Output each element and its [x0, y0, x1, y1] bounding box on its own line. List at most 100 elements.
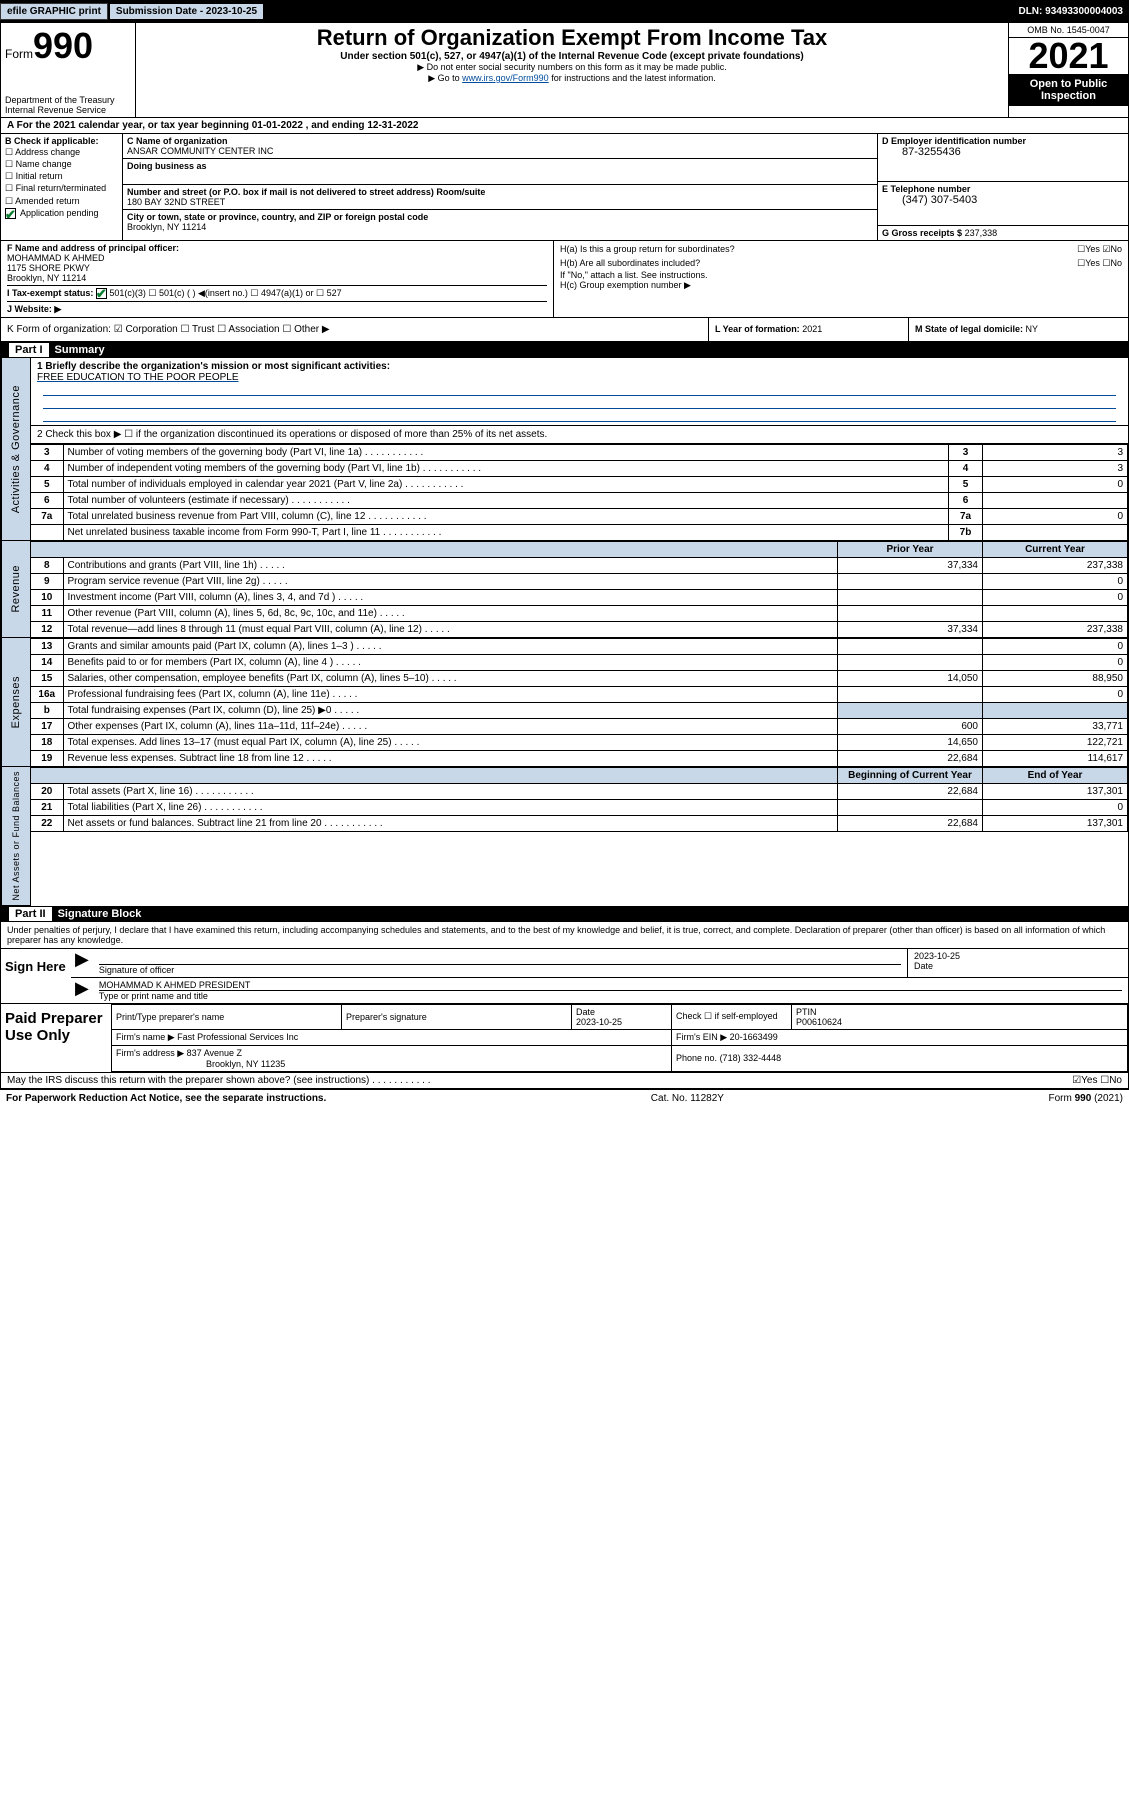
addr-lbl: Number and street (or P.O. box if mail i… — [127, 187, 485, 197]
firm-phone-lbl: Phone no. — [676, 1053, 717, 1063]
goto-suffix: for instructions and the latest informat… — [549, 73, 716, 83]
tax-status-opts: 501(c)(3) ☐ 501(c) ( ) ◀(insert no.) ☐ 4… — [109, 288, 341, 298]
form-990: Form990 Department of the Treasury Inter… — [0, 22, 1129, 1090]
chk-application-pending[interactable]: Application pending — [5, 207, 118, 219]
ptin-lbl: PTIN — [796, 1007, 817, 1017]
hc-lbl: H(c) Group exemption number ▶ — [560, 280, 1122, 291]
hb-lbl: H(b) Are all subordinates included? — [560, 257, 700, 271]
prep-name-hdr: Print/Type preparer's name — [112, 1004, 342, 1029]
form990-link[interactable]: www.irs.gov/Form990 — [462, 73, 549, 83]
k-form-org: K Form of organization: ☑ Corporation ☐ … — [1, 318, 708, 341]
form-title: Return of Organization Exempt From Incom… — [142, 25, 1002, 51]
may-irs-answer: ☑Yes ☐No — [1072, 1075, 1122, 1086]
firm-name: Fast Professional Services Inc — [177, 1032, 298, 1042]
ha-lbl: H(a) Is this a group return for subordin… — [560, 243, 735, 257]
org-name: ANSAR COMMUNITY CENTER INC — [127, 146, 273, 156]
city-lbl: City or town, state or province, country… — [127, 212, 428, 222]
ha-answer: ☐Yes ☑No — [1077, 243, 1122, 257]
g-gross-lbl: G Gross receipts $ — [882, 228, 962, 238]
sign-here-block: Sign Here ▶ Signature of officer 2023-10… — [1, 948, 1128, 1003]
top-bar: efile GRAPHIC print Submission Date - 20… — [0, 0, 1129, 22]
submission-date: Submission Date - 2023-10-25 — [110, 4, 263, 19]
prep-date-hdr: Date — [576, 1007, 595, 1017]
m-state-val: NY — [1026, 324, 1039, 334]
gross-receipts: 237,338 — [965, 228, 998, 238]
part2-label: Part II — [9, 907, 52, 921]
paid-preparer-block: Paid Preparer Use Only Print/Type prepar… — [1, 1003, 1128, 1073]
dln: DLN: 93493300004003 — [1012, 6, 1129, 17]
part1-bar: Part ISummary — [1, 342, 1128, 358]
typed-name-lbl: Type or print name and title — [99, 991, 208, 1001]
form-number: 990 — [33, 25, 93, 66]
m-state-lbl: M State of legal domicile: — [915, 324, 1023, 334]
expenses-table: 13Grants and similar amounts paid (Part … — [31, 638, 1128, 767]
i-tax-status-lbl: I Tax-exempt status: — [7, 288, 93, 298]
block-b-title: B Check if applicable: — [5, 136, 118, 146]
irs-label: Internal Revenue Service — [5, 105, 131, 115]
hdr-beginning: Beginning of Current Year — [838, 768, 983, 784]
j-website: J Website: ▶ — [7, 301, 547, 315]
hb-note: If "No," attach a list. See instructions… — [560, 270, 1122, 280]
c-name-lbl: C Name of organization — [127, 136, 228, 146]
line1-lbl: 1 Briefly describe the organization's mi… — [37, 361, 1122, 372]
side-activities: Activities & Governance — [10, 381, 22, 517]
chk-final-return[interactable]: ☐ Final return/terminated — [5, 182, 118, 194]
chk-name-change[interactable]: ☐ Name change — [5, 158, 118, 170]
phone-value: (347) 307-5403 — [882, 194, 1124, 206]
officer-typed-name: MOHAMMAD K AHMED PRESIDENT — [99, 980, 1122, 991]
e-phone-lbl: E Telephone number — [882, 184, 970, 194]
firm-ein-lbl: Firm's EIN ▶ — [676, 1032, 727, 1042]
ssn-note: ▶ Do not enter social security numbers o… — [142, 62, 1002, 73]
firm-addr2: Brooklyn, NY 11235 — [116, 1059, 285, 1069]
chk-amended-return[interactable]: ☐ Amended return — [5, 195, 118, 207]
sig-officer-lbl: Signature of officer — [99, 965, 174, 975]
form-subtitle: Under section 501(c), 527, or 4947(a)(1)… — [142, 51, 1002, 62]
hdr-end: End of Year — [983, 768, 1128, 784]
line2: 2 Check this box ▶ ☐ if the organization… — [31, 426, 1128, 444]
efile-print-button[interactable]: efile GRAPHIC print — [0, 3, 108, 20]
sign-here-label: Sign Here — [1, 949, 71, 1003]
open-public-inspection: Open to Public Inspection — [1009, 74, 1128, 106]
org-city: Brooklyn, NY 11214 — [127, 222, 206, 232]
firm-name-lbl: Firm's name ▶ — [116, 1032, 175, 1042]
sign-arrow-icon: ▶ — [71, 949, 93, 977]
part2-bar: Part IISignature Block — [1, 906, 1128, 922]
cat-no: Cat. No. 11282Y — [651, 1093, 724, 1104]
org-street: 180 BAY 32ND STREET — [127, 197, 225, 207]
dba-lbl: Doing business as — [127, 161, 207, 171]
prep-selfemp: Check ☐ if self-employed — [672, 1004, 792, 1029]
l-year-val: 2021 — [802, 324, 822, 334]
officer-addr2: Brooklyn, NY 11214 — [7, 273, 86, 283]
revenue-table: Prior YearCurrent Year 8Contributions an… — [31, 541, 1128, 638]
ptin-val: P00610624 — [796, 1017, 842, 1027]
block-b-checkboxes: B Check if applicable: ☐ Address change … — [1, 134, 123, 240]
form-footer: Form 990 (2021) — [1049, 1093, 1123, 1104]
tax-year: 2021 — [1009, 38, 1128, 74]
chk-initial-return[interactable]: ☐ Initial return — [5, 170, 118, 182]
sign-date-lbl: Date — [914, 961, 933, 971]
hdr-curr: Current Year — [983, 542, 1128, 558]
officer-name: MOHAMMAD K AHMED — [7, 253, 105, 263]
goto-prefix: ▶ Go to — [428, 73, 462, 83]
form-number-block: Form990 Department of the Treasury Inter… — [1, 23, 136, 117]
chk-501c3[interactable] — [96, 288, 107, 299]
goto-note: ▶ Go to www.irs.gov/Form990 for instruct… — [142, 73, 1002, 84]
side-expenses: Expenses — [10, 672, 22, 732]
mission-text: FREE EDUCATION TO THE POOR PEOPLE — [37, 372, 1122, 383]
form-word: Form — [5, 47, 33, 61]
officer-addr1: 1175 SHORE PKWY — [7, 263, 90, 273]
hb-answer: ☐Yes ☐No — [1077, 257, 1122, 271]
prep-sig-hdr: Preparer's signature — [342, 1004, 572, 1029]
prep-date-val: 2023-10-25 — [576, 1017, 622, 1027]
row-a-taxyear: A For the 2021 calendar year, or tax yea… — [1, 118, 1128, 134]
netassets-table: Beginning of Current YearEnd of Year 20T… — [31, 767, 1128, 832]
chk-address-change[interactable]: ☐ Address change — [5, 146, 118, 158]
penalties-text: Under penalties of perjury, I declare th… — [1, 922, 1128, 948]
sign-date-val: 2023-10-25 — [914, 951, 1122, 961]
firm-addr1: 837 Avenue Z — [187, 1048, 242, 1058]
part1-label: Part I — [9, 343, 49, 357]
dept-treasury: Department of the Treasury — [5, 95, 131, 105]
l-year-lbl: L Year of formation: — [715, 324, 800, 334]
paperwork-notice: For Paperwork Reduction Act Notice, see … — [6, 1093, 326, 1104]
governance-table: 3Number of voting members of the governi… — [31, 444, 1128, 541]
